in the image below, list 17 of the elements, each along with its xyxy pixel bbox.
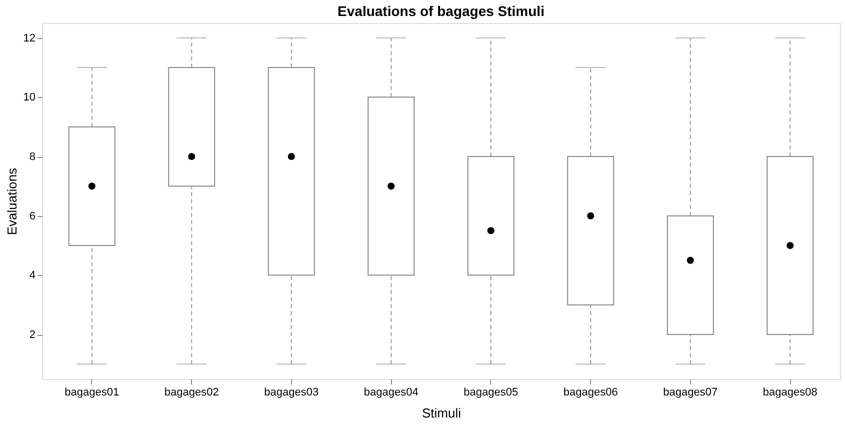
x-axis-title: Stimuli	[422, 406, 462, 420]
x-tick-label: bagages05	[464, 386, 518, 398]
x-tick-label: bagages02	[164, 386, 219, 398]
x-tick-label: bagages08	[762, 386, 818, 398]
y-tick-label: 10	[23, 92, 36, 104]
y-tick-label: 8	[29, 151, 36, 163]
chart-title: Evaluations of bagages Stimuli	[338, 3, 544, 19]
y-axis-title: Evaluations	[4, 167, 20, 236]
y-tick-label: 12	[23, 32, 36, 44]
y-tick-label: 4	[29, 270, 36, 282]
x-tick-label: bagages04	[364, 386, 418, 398]
x-tick-label: bagages06	[563, 386, 618, 398]
x-tick-label: bagages01	[64, 386, 120, 398]
y-tick-label: 2	[29, 329, 36, 341]
x-tick-label: bagages07	[663, 386, 718, 398]
x-tick-label: bagages03	[264, 386, 319, 398]
y-tick-label: 6	[29, 210, 36, 222]
